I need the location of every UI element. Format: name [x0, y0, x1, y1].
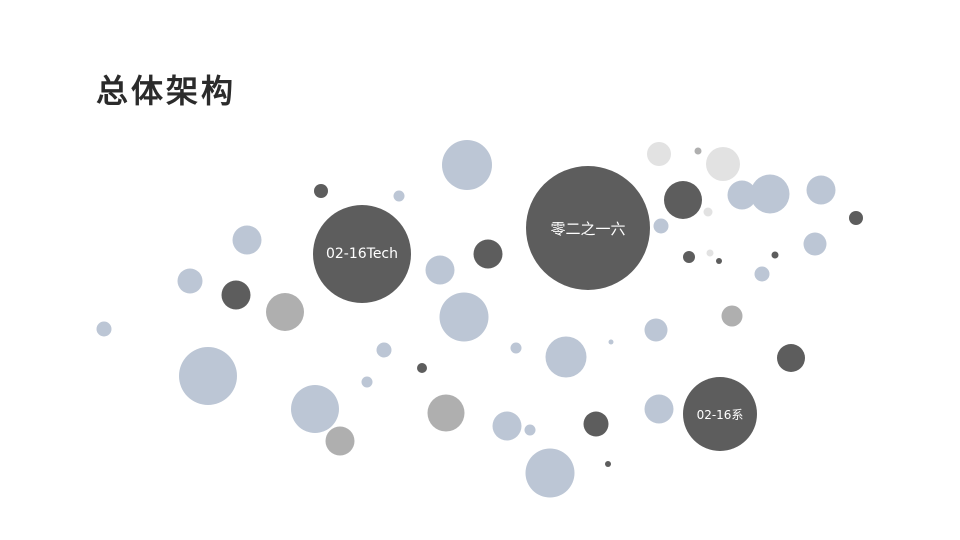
decorative-dot — [425, 255, 455, 285]
decorative-dot — [439, 292, 489, 342]
decorative-dot — [524, 424, 536, 436]
decorative-dot — [703, 207, 713, 217]
decorative-dot — [583, 411, 609, 437]
decorative-dot — [266, 293, 304, 331]
decorative-dot — [664, 181, 702, 219]
decorative-dot — [510, 342, 522, 354]
decorative-dot — [653, 218, 669, 234]
decorative-dot — [545, 336, 587, 378]
decorative-dot — [750, 174, 790, 214]
decorative-dot — [314, 184, 328, 198]
decorative-dot — [232, 225, 262, 255]
decorative-dot — [291, 385, 339, 433]
decorative-dot — [706, 249, 714, 257]
bubble-center-label: 零二之一六 — [550, 219, 626, 238]
decorative-dot — [442, 140, 492, 190]
decorative-dot — [777, 344, 805, 372]
decorative-dot — [179, 347, 237, 405]
decorative-dot — [473, 239, 503, 269]
decorative-dot — [325, 426, 355, 456]
decorative-dot — [492, 411, 522, 441]
decorative-dot — [417, 363, 427, 373]
decorative-dot — [706, 147, 740, 181]
bubble-bottom-right: 02-16系 — [683, 377, 757, 451]
decorative-dot — [376, 342, 392, 358]
decorative-dot — [806, 175, 836, 205]
decorative-dot — [647, 142, 671, 166]
decorative-dot — [525, 448, 575, 498]
decorative-dot — [96, 321, 112, 337]
decorative-dot — [221, 280, 251, 310]
decorative-dot — [361, 376, 373, 388]
decorative-dot — [849, 211, 863, 225]
page-title: 总体架构 — [96, 72, 237, 110]
bubble-left-label: 02-16Tech — [325, 246, 399, 262]
decorative-dot — [605, 461, 611, 467]
decorative-dot — [393, 190, 405, 202]
decorative-dot — [771, 251, 779, 259]
bubble-center: 零二之一六 — [526, 166, 650, 290]
decorative-dot — [427, 394, 465, 432]
decorative-dot — [683, 251, 695, 263]
decorative-dot — [721, 305, 743, 327]
decorative-dot — [644, 318, 668, 342]
decorative-dot — [694, 147, 702, 155]
decorative-dot — [754, 266, 770, 282]
decorative-dot — [644, 394, 674, 424]
bubble-left: 02-16Tech — [313, 205, 411, 303]
decorative-dot — [177, 268, 203, 294]
decorative-dot — [803, 232, 827, 256]
decorative-dot — [608, 339, 614, 345]
bubble-bottom-right-label: 02-16系 — [696, 407, 744, 422]
decorative-dot — [716, 258, 722, 264]
